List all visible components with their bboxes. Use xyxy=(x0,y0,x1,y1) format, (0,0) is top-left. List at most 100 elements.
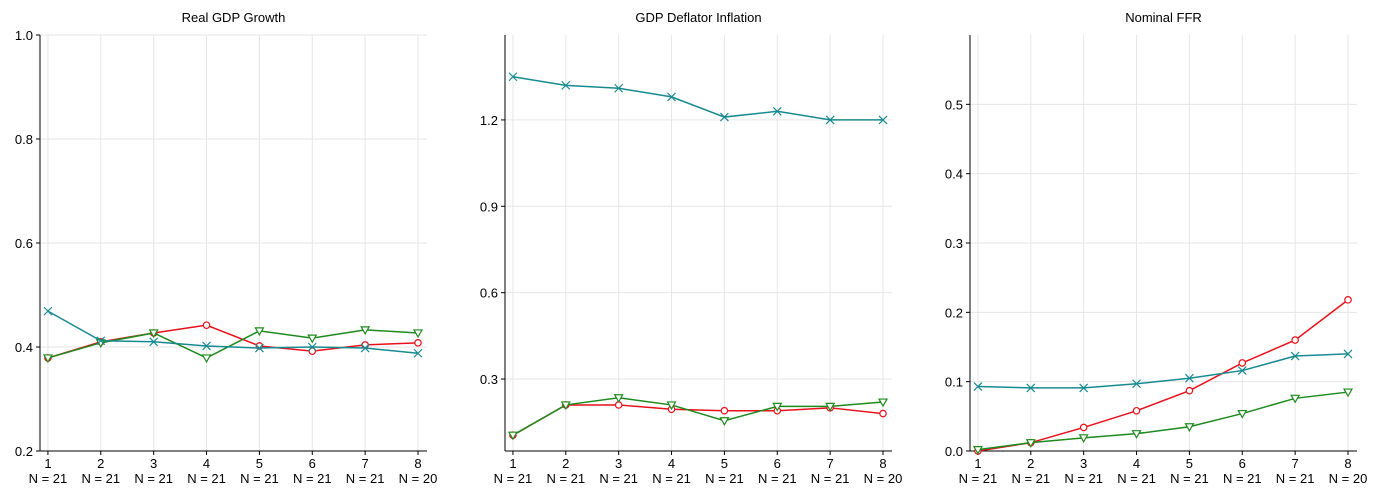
x-tick-label: 6 xyxy=(309,456,316,471)
point xyxy=(667,92,676,102)
point xyxy=(202,341,211,351)
point xyxy=(361,341,369,349)
series-line xyxy=(977,299,1349,452)
point xyxy=(1079,423,1088,432)
y-tick-label: 0.2 xyxy=(945,305,963,320)
y-tick-label: 0.0 xyxy=(945,444,963,459)
series-line xyxy=(512,76,884,121)
x-tick-label: 4 xyxy=(203,456,210,471)
x-sublabel: N = 21 xyxy=(293,471,332,485)
point xyxy=(1026,383,1036,393)
x-sublabel: N = 20 xyxy=(399,471,438,485)
series-line xyxy=(512,396,884,436)
point xyxy=(96,336,106,346)
point xyxy=(149,337,159,347)
y-tick-label: 0.3 xyxy=(945,236,963,251)
point xyxy=(308,347,317,355)
series-line xyxy=(977,353,1349,389)
point xyxy=(878,115,888,125)
x-tick-label: 6 xyxy=(1239,456,1246,471)
point xyxy=(1079,383,1089,393)
point xyxy=(1131,430,1142,439)
x-tick-label: 8 xyxy=(414,456,421,471)
point xyxy=(1237,366,1247,375)
x-sublabel: N = 21 xyxy=(1064,471,1103,485)
y-tick-label: 0.2 xyxy=(15,444,33,459)
point xyxy=(307,342,317,352)
point xyxy=(719,112,729,122)
point xyxy=(360,343,370,353)
x-tick-label: 7 xyxy=(362,456,369,471)
x-tick-label: 4 xyxy=(668,456,675,471)
x-sublabel: N = 21 xyxy=(1276,471,1315,485)
point xyxy=(412,329,424,339)
x-tick-label: 5 xyxy=(1186,456,1193,471)
x-sublabel: N = 21 xyxy=(705,471,744,485)
point xyxy=(1290,351,1300,361)
series-line xyxy=(977,391,1349,451)
x-sublabel: N = 21 xyxy=(758,471,797,485)
x-sublabel: N = 21 xyxy=(599,471,638,485)
x-tick-label: 1 xyxy=(509,456,516,471)
x-tick-label: 1 xyxy=(974,456,981,471)
point xyxy=(1184,373,1194,383)
point xyxy=(414,339,422,347)
point xyxy=(1290,394,1301,404)
point xyxy=(1291,336,1299,344)
x-sublabel: N = 21 xyxy=(546,471,585,485)
x-sublabel: N = 21 xyxy=(346,471,385,485)
y-tick-label: 0.6 xyxy=(480,286,498,301)
point xyxy=(254,343,264,353)
point xyxy=(254,327,265,337)
point xyxy=(879,409,887,418)
point xyxy=(148,329,159,339)
point xyxy=(719,417,730,426)
point xyxy=(972,446,983,455)
chart-title: Real GDP Growth xyxy=(182,10,286,25)
x-tick-label: 6 xyxy=(774,456,781,471)
point xyxy=(614,83,624,93)
x-sublabel: N = 21 xyxy=(134,471,173,485)
x-tick-label: 5 xyxy=(256,456,263,471)
point xyxy=(877,398,889,408)
point xyxy=(1342,388,1354,398)
point xyxy=(1344,296,1352,304)
point xyxy=(1343,349,1353,359)
x-tick-label: 2 xyxy=(562,456,569,471)
x-tick-label: 3 xyxy=(1080,456,1087,471)
point xyxy=(560,401,571,411)
x-tick-label: 2 xyxy=(97,456,104,471)
series-line xyxy=(512,404,884,436)
y-tick-label: 1.2 xyxy=(480,113,498,128)
point xyxy=(1078,434,1089,444)
y-tick-label: 0.8 xyxy=(15,132,33,147)
x-sublabel: N = 20 xyxy=(864,471,903,485)
x-sublabel: N = 21 xyxy=(29,471,68,485)
point xyxy=(825,115,835,125)
y-tick-label: 1.0 xyxy=(15,28,33,43)
x-tick-label: 5 xyxy=(721,456,728,471)
x-sublabel: N = 20 xyxy=(1329,471,1368,485)
x-sublabel: N = 21 xyxy=(1223,471,1262,485)
y-tick-label: 0.4 xyxy=(945,167,963,182)
x-sublabel: N = 21 xyxy=(1117,471,1156,485)
x-sublabel: N = 21 xyxy=(81,471,120,485)
point xyxy=(1132,406,1141,415)
point xyxy=(508,72,518,82)
x-tick-label: 1 xyxy=(44,456,51,471)
point xyxy=(1238,359,1247,367)
point xyxy=(613,394,624,403)
point xyxy=(973,382,983,391)
point xyxy=(1184,423,1195,432)
point xyxy=(666,401,677,411)
point xyxy=(1237,409,1248,419)
point xyxy=(772,106,782,116)
x-sublabel: N = 21 xyxy=(1011,471,1050,485)
point xyxy=(360,326,371,336)
x-tick-label: 3 xyxy=(615,456,622,471)
chart-title: Nominal FFR xyxy=(1125,10,1202,25)
x-sublabel: N = 21 xyxy=(959,471,998,485)
x-tick-label: 3 xyxy=(150,456,157,471)
y-tick-label: 0.3 xyxy=(480,372,498,387)
